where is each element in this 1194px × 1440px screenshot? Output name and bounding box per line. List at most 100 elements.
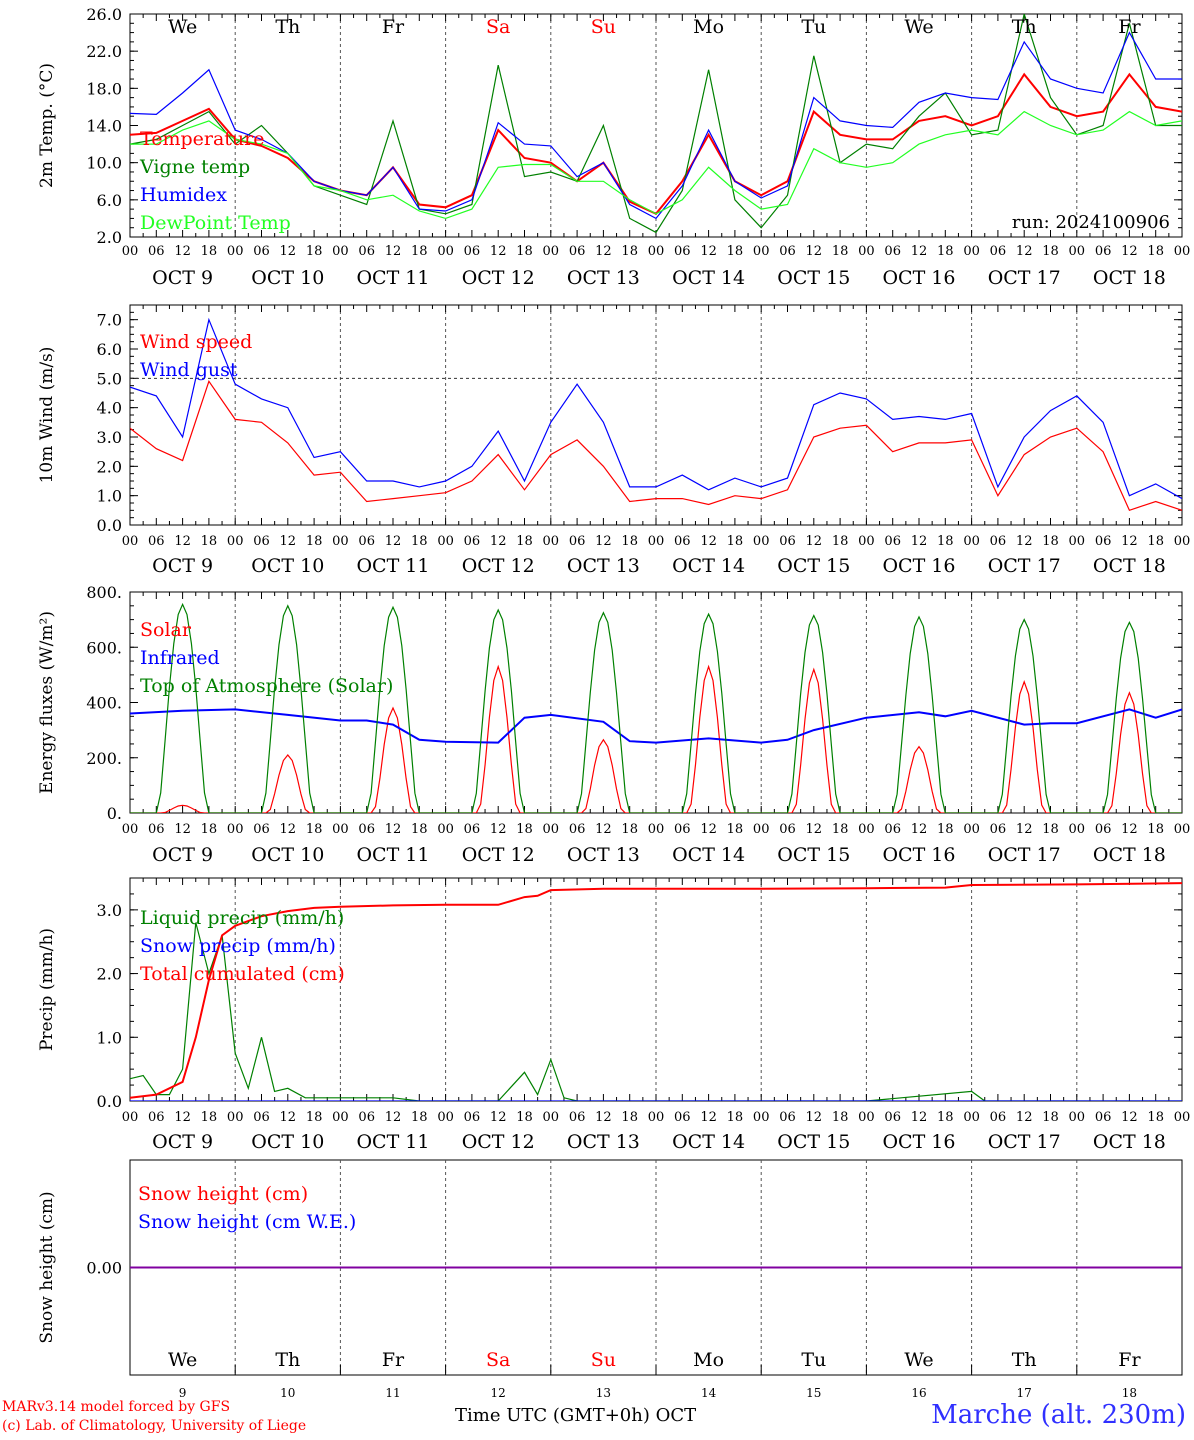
hour-tick-label: 00 — [437, 244, 454, 259]
y-tick-label: 200. — [86, 749, 122, 768]
hour-tick-label: 12 — [385, 822, 402, 837]
date-label: OCT 17 — [988, 555, 1061, 577]
day-number: 11 — [385, 1386, 400, 1400]
day-number: 13 — [596, 1386, 611, 1400]
hour-tick-label: 18 — [1042, 1110, 1059, 1125]
hour-tick-label: 12 — [806, 822, 823, 837]
date-label: OCT 15 — [777, 267, 850, 289]
hour-tick-label: 00 — [543, 1110, 560, 1125]
hour-tick-label: 12 — [911, 534, 928, 549]
hour-tick-label: 12 — [806, 1110, 823, 1125]
day-name-bottom: Su — [591, 1349, 616, 1371]
panel-4: 0.0 1.0 2.0 3.0 Precip (mm/h) Liquid precip (… — [37, 877, 1190, 1153]
hour-tick-label: 18 — [306, 534, 323, 549]
hour-tick-label: 00 — [753, 534, 770, 549]
legend-entry: Humidex — [140, 184, 227, 206]
hour-tick-label: 18 — [1042, 244, 1059, 259]
day-name-top: Fr — [1118, 16, 1141, 38]
y-tick-label: 3.0 — [97, 901, 122, 920]
date-label: OCT 13 — [567, 844, 640, 866]
date-label: OCT 17 — [988, 844, 1061, 866]
hour-tick-label: 12 — [490, 244, 507, 259]
hour-tick-label: 18 — [201, 244, 218, 259]
hour-tick-label: 18 — [727, 244, 744, 259]
date-label: OCT 12 — [462, 844, 535, 866]
hour-tick-label: 18 — [306, 822, 323, 837]
hour-tick-label: 00 — [963, 822, 980, 837]
date-label: OCT 15 — [777, 555, 850, 577]
y-tick-label: 6.0 — [97, 191, 122, 210]
hour-tick-label: 06 — [779, 822, 796, 837]
hour-tick-label: 18 — [621, 1110, 638, 1125]
hour-tick-label: 12 — [1121, 1110, 1138, 1125]
day-name-bottom: Tu — [801, 1349, 826, 1371]
date-label: OCT 17 — [988, 267, 1061, 289]
hour-tick-label: 00 — [122, 1110, 139, 1125]
date-label: OCT 9 — [152, 844, 213, 866]
hour-tick-label: 18 — [832, 822, 849, 837]
hour-tick-label: 00 — [963, 1110, 980, 1125]
panel-2: 0.0 1.0 2.0 3.0 4.0 5.0 6.0 7.0 10m Wind (m/s) Wi… — [37, 304, 1191, 577]
hour-tick-label: 00 — [1174, 534, 1191, 549]
hour-tick-label: 06 — [779, 244, 796, 259]
model-credit: MARv3.14 model forced by GFS — [2, 1399, 231, 1415]
hour-tick-label: 06 — [884, 822, 901, 837]
hour-tick-label: 12 — [1016, 534, 1033, 549]
date-label: OCT 18 — [1093, 555, 1166, 577]
hour-tick-label: 00 — [648, 1110, 665, 1125]
hour-tick-label: 06 — [990, 1110, 1007, 1125]
hour-tick-label: 18 — [411, 822, 428, 837]
legend-entry: Liquid precip (mm/h) — [140, 907, 344, 929]
legend-entry: Total cumulated (cm) — [140, 963, 345, 985]
hour-tick-label: 06 — [569, 244, 586, 259]
hour-tick-label: 12 — [1016, 822, 1033, 837]
hour-tick-label: 18 — [727, 1110, 744, 1125]
hour-tick-label: 18 — [727, 822, 744, 837]
hour-tick-label: 12 — [595, 1110, 612, 1125]
hour-tick-label: 18 — [937, 244, 954, 259]
series-line-0 — [130, 379, 1182, 512]
day-name-top: Mo — [693, 16, 724, 38]
y-tick-label: 2.0 — [97, 228, 122, 247]
panel-1: 2.0 6.0 10.0 14.0 18.0 22.0 26.0 2m Temp. (°C) T… — [37, 5, 1190, 289]
day-number: 15 — [806, 1386, 821, 1400]
hour-tick-label: 06 — [674, 822, 691, 837]
date-label: OCT 10 — [251, 1131, 324, 1153]
hour-tick-label: 06 — [148, 822, 165, 837]
legend-entry: Vigne temp — [139, 156, 250, 178]
hour-tick-label: 00 — [543, 244, 560, 259]
hour-tick-label: 06 — [990, 244, 1007, 259]
date-label: OCT 14 — [672, 555, 745, 577]
y-tick-label: 0.0 — [97, 516, 122, 535]
day-name-bottom: We — [168, 1349, 197, 1371]
hour-tick-label: 18 — [621, 822, 638, 837]
date-label: OCT 11 — [356, 267, 429, 289]
hour-tick-label: 12 — [1121, 822, 1138, 837]
hour-tick-label: 12 — [700, 1110, 717, 1125]
hour-tick-label: 00 — [1069, 534, 1086, 549]
day-name-bottom: We — [904, 1349, 933, 1371]
hour-tick-label: 00 — [648, 534, 665, 549]
hour-tick-label: 06 — [253, 244, 270, 259]
series-group — [130, 882, 1182, 1101]
day-name-bottom: Th — [275, 1349, 300, 1371]
series-group — [130, 317, 1182, 512]
hour-tick-label: 06 — [253, 1110, 270, 1125]
hour-tick-label: 06 — [1095, 244, 1112, 259]
hour-tick-label: 12 — [806, 534, 823, 549]
hour-tick-label: 18 — [516, 1110, 533, 1125]
hour-tick-label: 12 — [174, 822, 191, 837]
hour-tick-label: 18 — [1147, 1110, 1164, 1125]
hour-tick-label: 06 — [884, 1110, 901, 1125]
y-axis-label: 10m Wind (m/s) — [37, 347, 57, 484]
y-axis-label: 2m Temp. (°C) — [37, 63, 57, 188]
hour-tick-label: 06 — [569, 822, 586, 837]
hour-tick-label: 00 — [332, 534, 349, 549]
y-tick-label: 14.0 — [86, 117, 122, 136]
hour-tick-label: 00 — [1174, 822, 1191, 837]
hour-tick-label: 12 — [385, 244, 402, 259]
hour-tick-label: 18 — [516, 822, 533, 837]
hour-tick-label: 18 — [621, 244, 638, 259]
date-label: OCT 14 — [672, 844, 745, 866]
hour-tick-label: 00 — [227, 822, 244, 837]
